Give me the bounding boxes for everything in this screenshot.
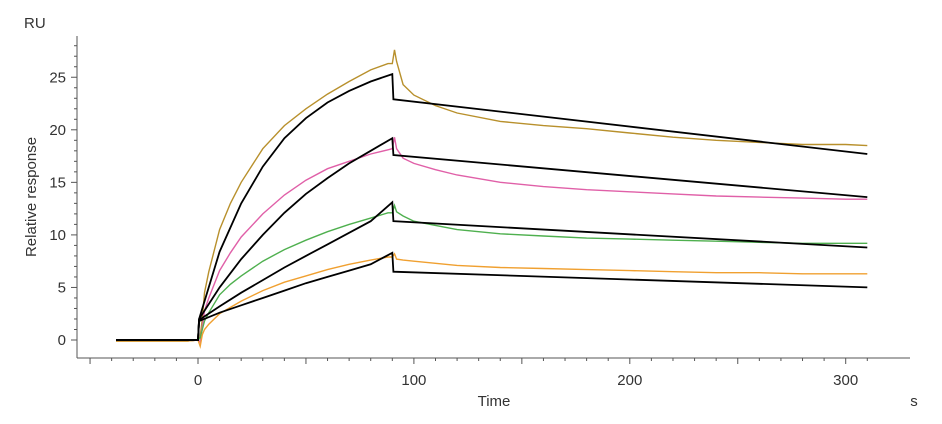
y-tick-label: 5 [58, 279, 66, 296]
series-line-3 [116, 203, 868, 342]
y-unit-label: RU [24, 15, 46, 32]
series-line-4 [116, 252, 868, 350]
y-tick-label: 20 [49, 122, 66, 139]
series-group [116, 49, 868, 350]
fit-line-4 [116, 251, 868, 341]
y-tick-label: 10 [49, 227, 66, 244]
x-tick-label: 100 [401, 372, 426, 389]
x-tick-label: 0 [194, 372, 202, 389]
fit-line-3 [116, 200, 868, 341]
x-unit-label: s [910, 393, 918, 410]
series-line-2 [116, 137, 868, 344]
x-tick-label: 200 [617, 372, 642, 389]
y-tick-label: 0 [58, 332, 66, 349]
axes-group: 0 5 10 15 20 25 0 100 200 300 [49, 36, 910, 389]
y-tick-label: 25 [49, 69, 66, 86]
y-axis-title: Relative response [23, 137, 40, 257]
x-tick-label: 300 [833, 372, 858, 389]
x-axis-title: Time [478, 393, 511, 410]
y-tick-label: 15 [49, 174, 66, 191]
fits-group [116, 72, 868, 341]
series-line-1 [116, 49, 868, 342]
